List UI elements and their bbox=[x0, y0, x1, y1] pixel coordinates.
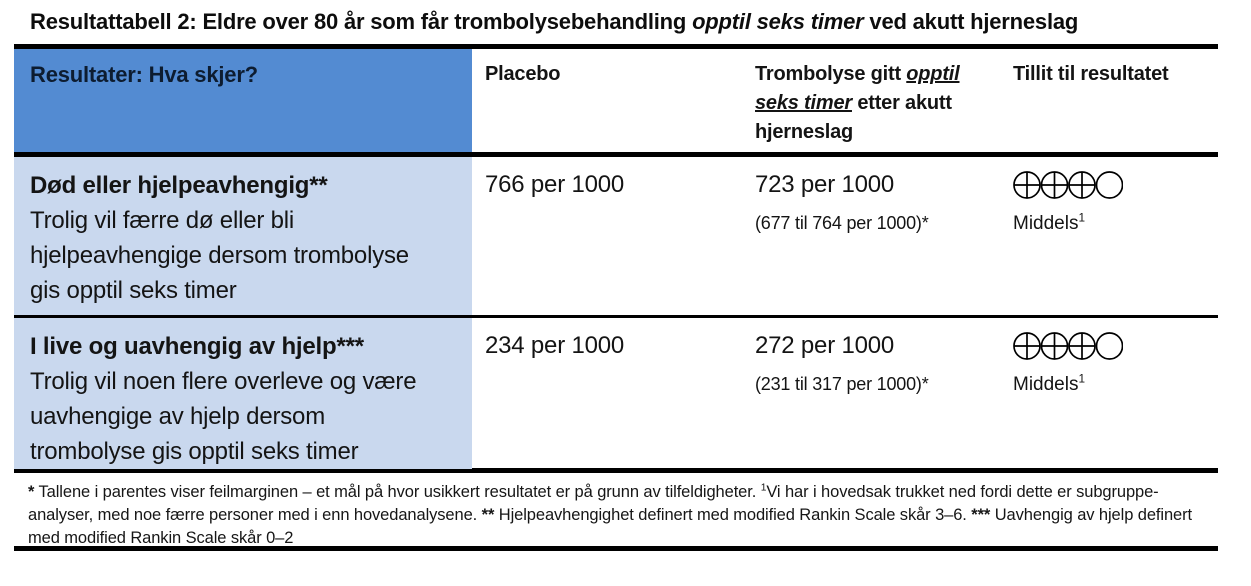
footnote-marker: ** bbox=[481, 506, 495, 524]
confidence-interval: (677 til 764 per 1000)* bbox=[755, 213, 929, 233]
divider-header bbox=[14, 152, 1218, 157]
table-row: I live og uavhengig av hjelp*** Trolig v… bbox=[14, 318, 1218, 469]
table-header-row: Resultater: Hva skjer? Placebo Trombolys… bbox=[14, 49, 1218, 152]
header-intervention-underlined-2: seks timer bbox=[755, 92, 852, 114]
grade-rating-icon bbox=[1013, 331, 1218, 361]
divider-rows bbox=[14, 315, 1218, 318]
header-intervention: Trombolyse gitt opptil seks timer etter a… bbox=[755, 49, 1013, 152]
outcome-description: Trolig vil færre dø eller bli hjelpeavhe… bbox=[30, 207, 409, 304]
intervention-cell: 272 per 1000 (231 til 317 per 1000)* bbox=[755, 318, 1013, 469]
grade-rating-icon bbox=[1013, 170, 1218, 200]
grade-footnote-ref: 1 bbox=[1078, 372, 1086, 386]
divider-body-bottom bbox=[14, 468, 1218, 473]
confidence-cell: Middels1 bbox=[1013, 157, 1218, 315]
page-title-text: Resultattabell 2: Eldre over 80 år som f… bbox=[30, 9, 693, 34]
page-title: Resultattabell 2: Eldre over 80 år som f… bbox=[30, 9, 1078, 35]
header-intervention-text: Trombolyse gitt bbox=[755, 63, 907, 85]
header-placebo: Placebo bbox=[485, 63, 561, 85]
header-outcome: Resultater: Hva skjer? bbox=[14, 49, 472, 152]
page-title-italic: opptil seks timer bbox=[692, 9, 864, 34]
results-table: Resultater: Hva skjer? Placebo Trombolys… bbox=[14, 44, 1218, 551]
outcome-cell: I live og uavhengig av hjelp*** Trolig v… bbox=[14, 318, 472, 469]
footnote-ref: 1 bbox=[760, 482, 767, 494]
header-confidence: Tillit til resultatet bbox=[1013, 63, 1169, 85]
grade-label: Middels1 bbox=[1013, 372, 1218, 396]
footnote-text: Hjelpeavhengighet definert med modified … bbox=[494, 506, 972, 524]
header-intervention-underlined-1: opptil bbox=[906, 63, 960, 85]
placebo-value: 766 per 1000 bbox=[485, 171, 625, 198]
placebo-value: 234 per 1000 bbox=[485, 332, 625, 359]
table-row: Død eller hjelpeavhengig** Trolig vil fæ… bbox=[14, 157, 1218, 315]
header-intervention-text-2: etter akutt bbox=[851, 92, 952, 114]
footnote-marker: * bbox=[28, 483, 35, 501]
footnote: * Tallene i parentes viser feilmarginen … bbox=[14, 473, 1218, 547]
footnote-marker: *** bbox=[971, 506, 991, 524]
intervention-cell: 723 per 1000 (677 til 764 per 1000)* bbox=[755, 157, 1013, 315]
divider-bottom bbox=[14, 546, 1218, 551]
placebo-cell: 766 per 1000 bbox=[472, 157, 755, 315]
footnote-text: Vi har i hovedsak trukket ned fordi dett… bbox=[28, 483, 1159, 524]
outcome-title: Død eller hjelpeavhengig** bbox=[30, 172, 328, 199]
page-title-text-end: ved akutt hjerneslag bbox=[863, 9, 1079, 34]
intervention-value: 723 per 1000 bbox=[755, 171, 895, 198]
grade-label-text: Middels bbox=[1013, 374, 1079, 395]
footnote-text: Tallene i parentes viser feilmarginen – … bbox=[34, 483, 761, 501]
outcome-title: I live og uavhengig av hjelp*** bbox=[30, 333, 364, 360]
footnote-text: Uavhengig av hjelp definert med modified… bbox=[28, 506, 1192, 547]
divider-top bbox=[14, 44, 1218, 49]
confidence-cell: Middels1 bbox=[1013, 318, 1218, 469]
outcome-description: Trolig vil noen flere overleve og være u… bbox=[30, 368, 417, 465]
header-intervention-text-3: hjerneslag bbox=[755, 121, 854, 143]
outcome-cell: Død eller hjelpeavhengig** Trolig vil fæ… bbox=[14, 157, 472, 315]
placebo-cell: 234 per 1000 bbox=[472, 318, 755, 469]
grade-footnote-ref: 1 bbox=[1078, 211, 1086, 225]
grade-label-text: Middels bbox=[1013, 213, 1079, 234]
intervention-value: 272 per 1000 bbox=[755, 332, 895, 359]
grade-label: Middels1 bbox=[1013, 211, 1218, 235]
confidence-interval: (231 til 317 per 1000)* bbox=[755, 374, 929, 394]
